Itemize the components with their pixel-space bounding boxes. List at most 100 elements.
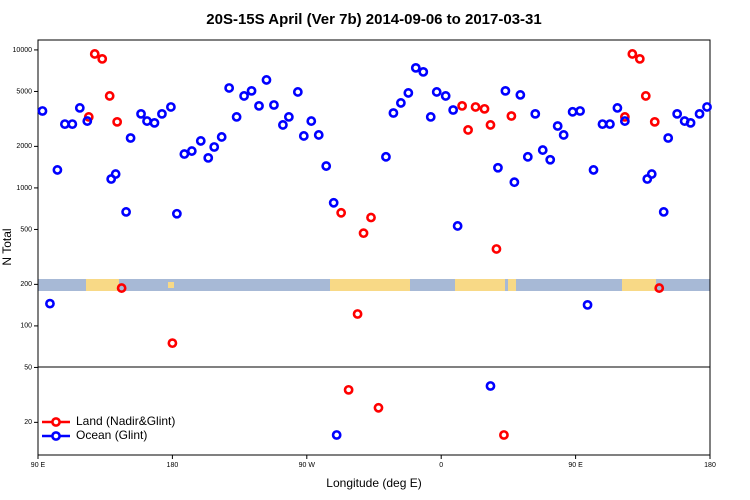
x-tick-label: 0 — [439, 462, 443, 469]
y-tick-label: 500 — [20, 226, 32, 233]
y-tick-label: 20 — [24, 419, 32, 426]
point — [558, 130, 569, 140]
point — [167, 338, 178, 349]
point — [74, 103, 85, 113]
point — [582, 299, 593, 310]
point — [149, 117, 160, 128]
point — [694, 108, 705, 119]
point — [67, 119, 78, 130]
point — [195, 136, 206, 146]
point — [493, 162, 503, 173]
y-axis-label: N Total — [0, 228, 14, 265]
point — [298, 131, 309, 141]
point — [388, 108, 399, 118]
point — [157, 108, 167, 119]
point — [654, 283, 665, 293]
point — [575, 106, 585, 116]
point — [702, 102, 712, 112]
x-axis-label: Longitude (deg E) — [326, 476, 421, 490]
x-tick-label: 180 — [167, 462, 179, 469]
point — [166, 102, 176, 112]
point — [45, 298, 55, 309]
point — [231, 112, 242, 122]
point — [381, 151, 391, 162]
y-tick-label: 2000 — [16, 143, 32, 150]
point — [499, 430, 509, 440]
point — [89, 49, 100, 59]
point — [515, 90, 526, 100]
point — [366, 212, 376, 223]
point — [331, 430, 342, 440]
legend-label: Land (Nadir&Glint) — [76, 414, 175, 428]
point — [685, 117, 696, 128]
point — [567, 106, 578, 117]
surface-strip — [38, 279, 710, 291]
point — [597, 119, 608, 130]
point — [627, 49, 638, 59]
point — [530, 108, 541, 119]
point — [112, 116, 123, 127]
point — [203, 152, 214, 163]
point — [269, 100, 279, 110]
point — [522, 151, 533, 162]
point — [179, 149, 190, 159]
point — [500, 85, 511, 96]
legend-marker — [51, 431, 61, 441]
point — [640, 91, 651, 101]
point — [646, 169, 657, 179]
point — [328, 197, 339, 208]
point — [292, 87, 303, 97]
point — [121, 207, 132, 217]
point — [110, 169, 121, 179]
point — [545, 154, 556, 165]
point — [605, 119, 615, 130]
point — [261, 75, 272, 85]
point — [552, 121, 563, 131]
point — [125, 133, 136, 143]
point — [440, 91, 451, 101]
point — [395, 98, 406, 108]
point — [313, 130, 324, 140]
point — [470, 102, 481, 112]
point — [537, 145, 548, 155]
point — [479, 103, 490, 114]
point — [239, 91, 249, 101]
point — [186, 146, 197, 156]
point — [418, 66, 429, 77]
point — [588, 165, 599, 175]
point — [306, 116, 317, 126]
point — [619, 116, 630, 126]
point — [216, 132, 227, 142]
legend-label: Ocean (Glint) — [76, 428, 147, 442]
point — [619, 112, 630, 122]
point — [509, 177, 520, 188]
point — [506, 111, 517, 121]
point — [52, 165, 63, 175]
point — [283, 112, 294, 122]
point — [463, 125, 473, 135]
point — [246, 85, 257, 96]
point — [209, 142, 220, 152]
point — [634, 53, 645, 64]
point — [491, 244, 502, 254]
point — [431, 87, 442, 97]
point — [278, 120, 288, 130]
x-tick-label: 90 W — [299, 462, 316, 469]
y-tick-label: 50 — [24, 364, 32, 371]
point — [358, 228, 369, 239]
point — [403, 88, 414, 98]
point — [663, 133, 674, 143]
point — [82, 116, 93, 126]
y-tick-label: 1000 — [16, 185, 32, 192]
point — [448, 105, 459, 115]
x-tick-label: 180 — [704, 462, 716, 469]
point — [254, 100, 264, 111]
point — [116, 283, 127, 293]
point — [658, 207, 669, 217]
point — [37, 106, 48, 116]
point — [136, 108, 146, 119]
legend-marker — [51, 417, 61, 427]
point — [485, 120, 496, 130]
point — [485, 381, 496, 391]
